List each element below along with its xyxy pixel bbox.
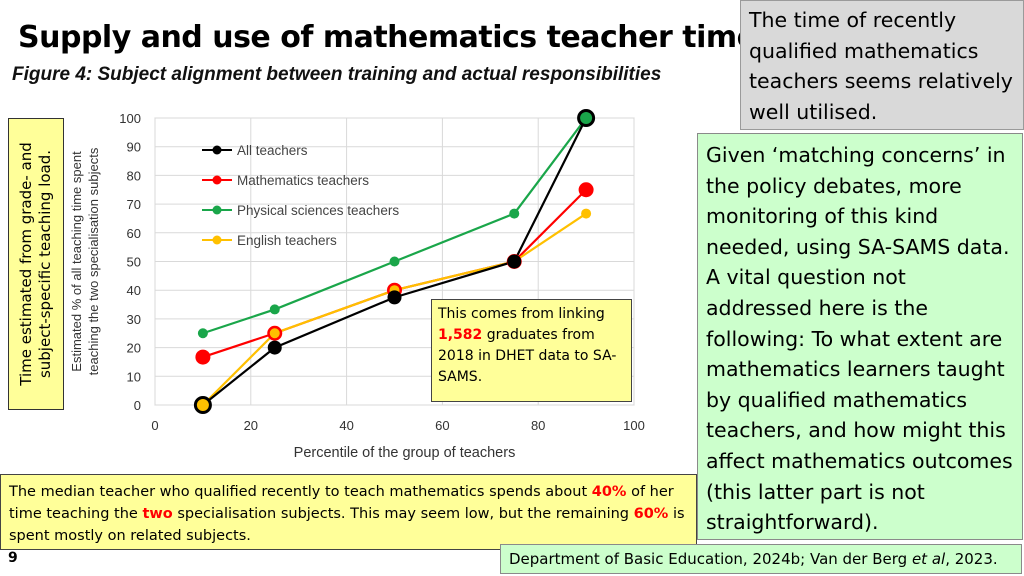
source-citation: Department of Basic Education, 2024b; Va… [500, 544, 1022, 574]
discussion-box: Given ‘matching concerns’ in the policy … [697, 133, 1023, 540]
source-italic: et al [911, 550, 946, 568]
median-highlight-2: two [142, 506, 173, 522]
legend-swatch-marker [212, 205, 222, 215]
median-highlight-1: 40% [591, 484, 627, 500]
y-tick-label: 100 [119, 111, 141, 126]
y-tick-label: 80 [127, 168, 141, 183]
summary-box: The time of recently qualified mathemati… [740, 0, 1024, 130]
y-tick-label: 40 [127, 283, 141, 298]
discussion-text: Given ‘matching concerns’ in the policy … [706, 143, 1013, 535]
x-tick-label: 100 [623, 418, 645, 433]
callout-text-1: This comes from linking [438, 306, 605, 322]
line-chart: 0 20 40 60 80 100 0 10 20 30 40 50 60 70 80 90 100 Percen… [64, 95, 690, 467]
legend-swatch-marker [212, 145, 222, 155]
series-point [269, 328, 280, 339]
series-point [387, 290, 402, 305]
series-point [577, 109, 596, 127]
summary-text: The time of recently qualified mathemati… [749, 8, 1013, 124]
median-text-1: The median teacher who qualified recentl… [9, 484, 592, 500]
y-tick-label: 50 [127, 255, 141, 270]
series-point [269, 304, 280, 315]
median-text-4: is spent mostly on related subjects. [9, 506, 685, 544]
legend-label: English teachers [237, 233, 337, 248]
y-tick-label: 90 [127, 140, 141, 155]
series-point [507, 254, 522, 269]
legend-label: Mathematics teachers [237, 173, 369, 188]
series-point [267, 340, 282, 355]
chart-svg: 0 20 40 60 80 100 0 10 20 30 40 50 60 70 80 90 100 Percen… [69, 109, 645, 461]
side-note-text: Time estimated from grade- and subject-s… [17, 142, 54, 386]
series-point [581, 208, 592, 219]
legend-swatch-marker [212, 235, 222, 245]
series-point [578, 182, 594, 198]
figure-caption: Figure 4: Subject alignment between trai… [12, 64, 662, 85]
y-axis-title-line-1: Estimated % of all teaching time spent [69, 151, 84, 372]
legend-label: All teachers [237, 143, 308, 158]
side-note-box: Time estimated from grade- and subject-s… [8, 118, 64, 410]
legend-label: Physical sciences teachers [237, 203, 399, 218]
callout-text-2: graduates from 2018 in DHET data to SA-S… [438, 327, 617, 385]
x-tick-label: 80 [531, 418, 545, 433]
y-tick-label: 20 [127, 341, 141, 356]
y-axis-title-line-2: teaching the two specialisation subjects [86, 147, 101, 375]
source-text-1: Department of Basic Education, 2024b; Va… [509, 550, 912, 568]
page-number: 9 [8, 550, 18, 566]
y-tick-label: 10 [127, 369, 141, 384]
median-text-2: of her time teaching the [9, 484, 674, 522]
x-tick-label: 20 [244, 418, 258, 433]
series-point [197, 328, 208, 339]
x-tick-label: 60 [435, 418, 449, 433]
median-note-box: The median teacher who qualified recentl… [0, 474, 697, 550]
callout-highlight: 1,582 [438, 327, 483, 343]
slide-title: Supply and use of mathematics teacher ti… [18, 20, 757, 55]
x-tick-label: 0 [151, 418, 158, 433]
series-point [509, 208, 520, 219]
y-tick-label: 0 [134, 398, 141, 413]
y-tick-label: 30 [127, 312, 141, 327]
series-point [195, 349, 211, 365]
median-highlight-3: 60% [633, 506, 669, 522]
x-axis-title: Percentile of the group of teachers [294, 445, 516, 461]
legend-swatch-marker [212, 175, 222, 185]
series-point [193, 396, 212, 414]
y-tick-label: 60 [127, 226, 141, 241]
median-text-3: specialisation subjects. This may seem l… [172, 506, 634, 522]
series-point [389, 256, 400, 267]
data-source-callout: This comes from linking 1,582 graduates … [431, 299, 632, 402]
y-tick-label: 70 [127, 197, 141, 212]
source-text-2: , 2023. [945, 550, 998, 568]
x-tick-label: 40 [339, 418, 353, 433]
